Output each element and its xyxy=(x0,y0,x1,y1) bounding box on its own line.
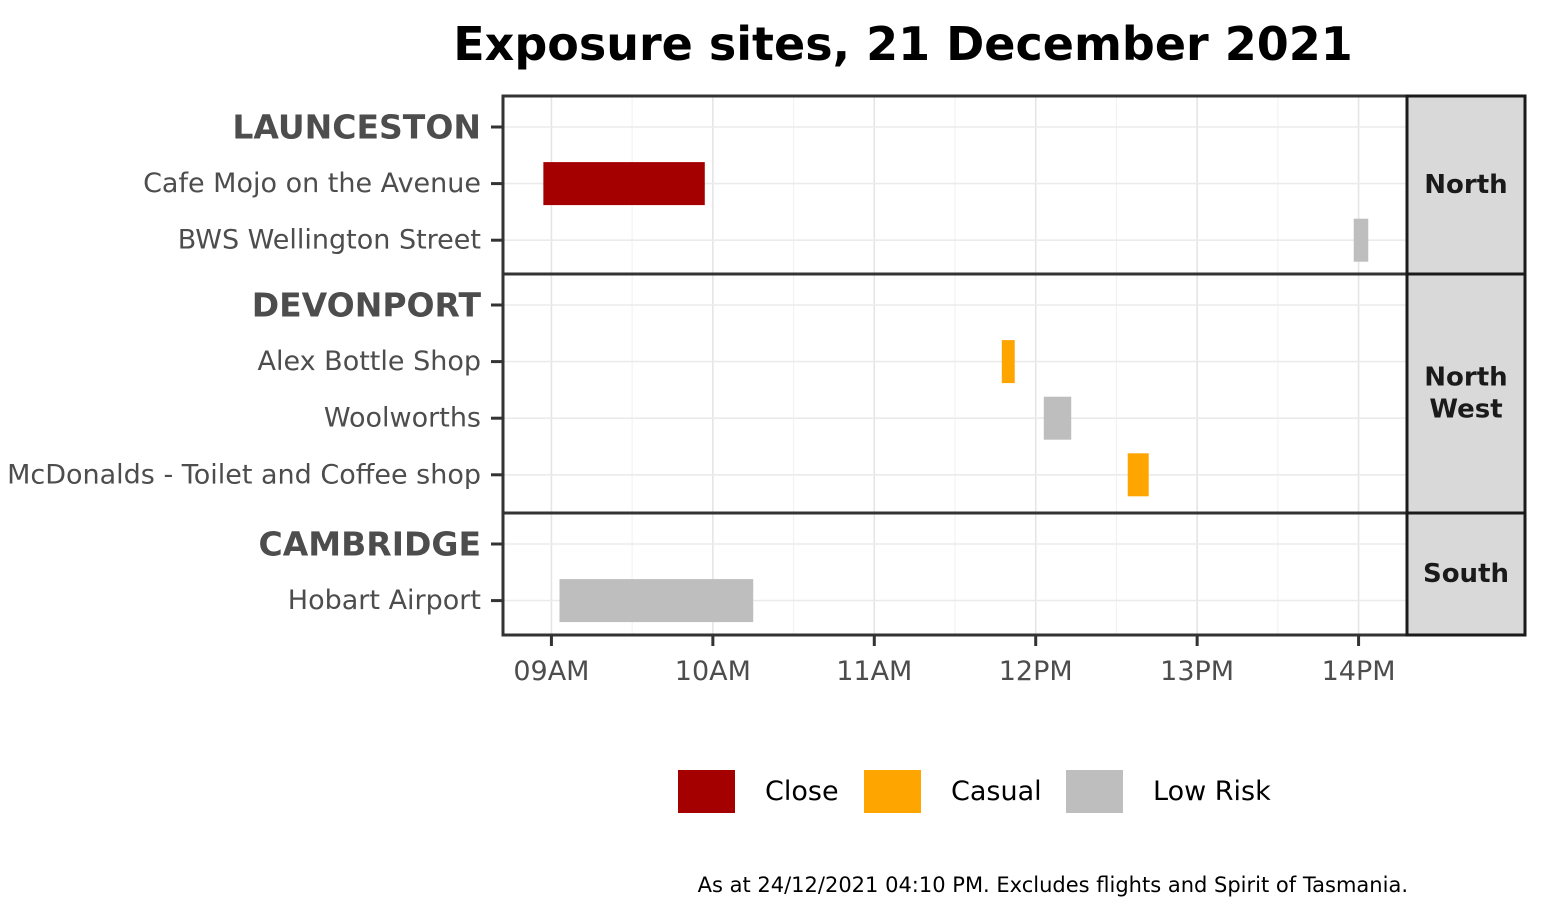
legend-label: Close xyxy=(765,776,839,807)
x-tick-label: 11AM xyxy=(836,656,912,687)
site-label: BWS Wellington Street xyxy=(178,225,481,256)
legend-swatch xyxy=(864,770,921,813)
site-label: Woolworths xyxy=(324,403,481,434)
legend-item-close: Close xyxy=(678,770,839,813)
x-tick-label: 09AM xyxy=(513,656,589,687)
x-tick-label: 12PM xyxy=(999,656,1073,687)
exposure-bar xyxy=(543,162,705,206)
x-tick-label: 10AM xyxy=(675,656,751,687)
exposure-bar xyxy=(1001,340,1015,384)
panels: LAUNCESTON Cafe Mojo on the Avenue BWS Wel… xyxy=(7,94,1527,637)
x-tick-label: 13PM xyxy=(1160,656,1234,687)
plot-area: LAUNCESTON Cafe Mojo on the Avenue BWS Wel… xyxy=(7,94,1527,687)
legend-label: Casual xyxy=(951,776,1042,807)
site-label: Hobart Airport xyxy=(288,585,481,616)
exposure-bar xyxy=(1127,453,1149,497)
facet-strip xyxy=(1405,511,1527,637)
legend-swatch xyxy=(1066,770,1123,813)
exposure-bar xyxy=(1043,396,1072,440)
town-label: LAUNCESTON xyxy=(232,108,481,147)
exposure-bar xyxy=(559,579,754,623)
legend: Close Casual Low Risk xyxy=(678,770,1271,813)
legend-item-casual: Casual xyxy=(864,770,1042,813)
panel-north: LAUNCESTON Cafe Mojo on the Avenue BWS Wel… xyxy=(143,94,1527,276)
town-label: DEVONPORT xyxy=(252,286,482,325)
site-label: Alex Bottle Shop xyxy=(258,346,482,377)
x-axis: 09AM 10AM 11AM 12PM 13PM 14PM xyxy=(513,635,1396,687)
panel-north-west: DEVONPORT Alex Bottle Shop Woolworths McDon… xyxy=(7,272,1527,515)
facet-strip xyxy=(1405,272,1527,515)
chart-title: Exposure sites, 21 December 2021 xyxy=(453,17,1353,71)
facet-strip-label: North xyxy=(1424,170,1507,200)
facet-strip-label: North xyxy=(1424,363,1507,393)
legend-label: Low Risk xyxy=(1153,776,1271,807)
facet-strip-label: South xyxy=(1423,559,1509,589)
exposure-bar xyxy=(1353,218,1369,262)
facet-strip xyxy=(1405,94,1527,276)
panel-south: CAMBRIDGE Hobart Airport South xyxy=(259,511,1527,637)
chart-caption: As at 24/12/2021 04:10 PM. Excludes flig… xyxy=(698,873,1408,897)
facet-strip-label: West xyxy=(1429,395,1502,425)
x-tick-label: 14PM xyxy=(1322,656,1396,687)
site-label: Cafe Mojo on the Avenue xyxy=(143,168,481,199)
site-label: McDonalds - Toilet and Coffee shop xyxy=(7,459,481,490)
legend-item-low: Low Risk xyxy=(1066,770,1271,813)
town-label: CAMBRIDGE xyxy=(259,525,481,564)
legend-swatch xyxy=(678,770,735,813)
